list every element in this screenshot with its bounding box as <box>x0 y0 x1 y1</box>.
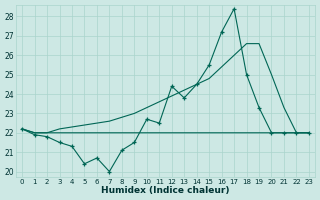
X-axis label: Humidex (Indice chaleur): Humidex (Indice chaleur) <box>101 186 230 195</box>
